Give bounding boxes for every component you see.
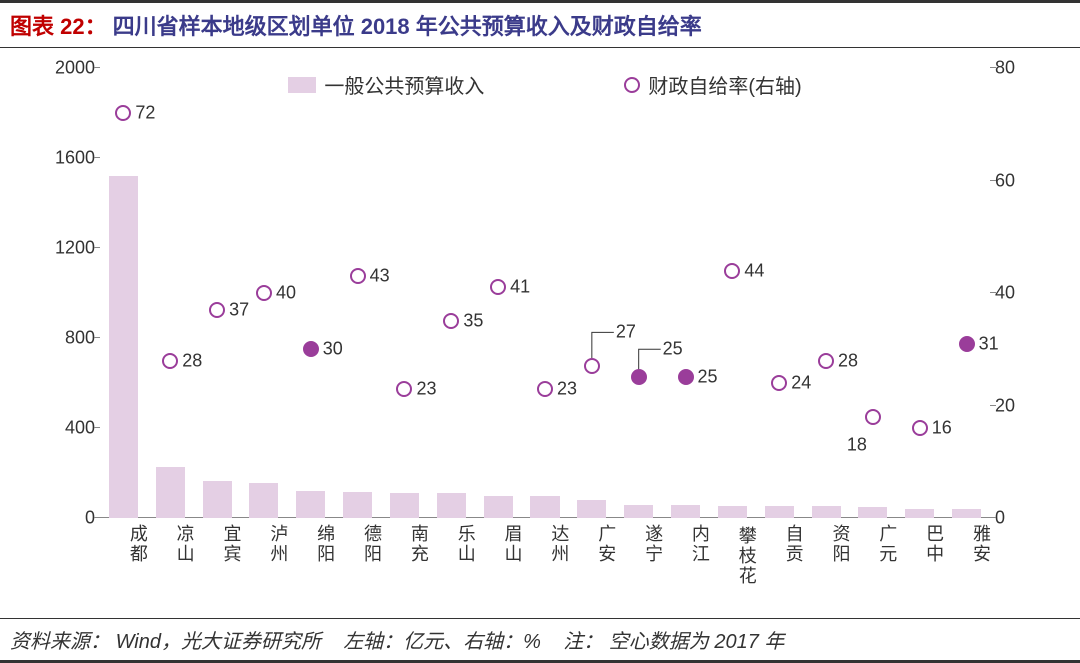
y-tick-right: 80 (995, 58, 1040, 79)
right-axis-note: 右轴：% (463, 631, 541, 653)
x-axis-label: 泸州 (241, 524, 288, 564)
marker-value-label: 18 (847, 434, 867, 455)
y-axis-left: 0400800120016002000 (50, 68, 100, 518)
footnote-text: 空心数据为 2017 年 (609, 631, 785, 653)
marker-value-label: 28 (182, 350, 202, 371)
scatter-marker (724, 263, 740, 279)
marker-value-label: 72 (135, 103, 155, 124)
scatter-marker (771, 375, 787, 391)
plot-area: 一般公共预算收入 财政自给率(右轴) 0400800120016002000 0… (50, 58, 1040, 558)
x-axis-label: 自贡 (756, 524, 803, 564)
chart-title-prefix: 图表 22： (10, 9, 107, 41)
marker-value-label: 25 (663, 339, 683, 360)
scatter-marker (818, 353, 834, 369)
scatter-marker (912, 420, 928, 436)
plot-inner: 成都凉山宜宾泸州绵阳德阳南充乐山眉山达州广安遂宁内江攀枝花自贡资阳广元巴中雅安 … (100, 68, 990, 518)
x-axis-label: 成都 (100, 524, 147, 564)
markers-layer: 72283740304323354123272525442428181631 (100, 68, 990, 518)
y-tick-right: 0 (995, 508, 1040, 529)
marker-value-label: 40 (276, 283, 296, 304)
scatter-marker (959, 336, 975, 352)
x-axis-label: 宜宾 (194, 524, 241, 564)
scatter-marker (537, 381, 553, 397)
scatter-marker (631, 369, 647, 385)
y-tick-left: 400 (50, 418, 95, 439)
marker-value-label: 35 (463, 311, 483, 332)
x-axis-label: 眉山 (475, 524, 522, 564)
x-axis-label: 内江 (662, 524, 709, 564)
x-axis-label: 攀枝花 (709, 526, 756, 586)
left-axis-note: 左轴：亿元、 (343, 631, 463, 653)
marker-value-label: 37 (229, 299, 249, 320)
scatter-marker (584, 358, 600, 374)
x-axis-label: 凉山 (147, 524, 194, 564)
marker-value-label: 43 (370, 266, 390, 287)
y-tick-right: 40 (995, 283, 1040, 304)
scatter-marker (303, 341, 319, 357)
scatter-marker (490, 279, 506, 295)
marker-value-label: 41 (510, 277, 530, 298)
scatter-marker (396, 381, 412, 397)
y-tick-right: 60 (995, 170, 1040, 191)
y-tick-right: 20 (995, 395, 1040, 416)
marker-value-label: 27 (616, 322, 636, 343)
y-tick-left: 2000 (50, 58, 95, 79)
scatter-marker (115, 105, 131, 121)
marker-value-label: 25 (698, 367, 718, 388)
marker-value-label: 23 (416, 378, 436, 399)
x-axis-label: 乐山 (428, 524, 475, 564)
y-tick-left: 1200 (50, 238, 95, 259)
marker-value-label: 30 (323, 339, 343, 360)
x-axis-label: 广安 (568, 524, 615, 564)
x-axis-label: 巴中 (896, 524, 943, 564)
marker-value-label: 44 (744, 260, 764, 281)
x-axis-label: 广元 (849, 524, 896, 564)
scatter-marker (209, 302, 225, 318)
marker-value-label: 28 (838, 350, 858, 371)
scatter-marker (256, 285, 272, 301)
source-text: Wind，光大证券研究所 (116, 631, 321, 653)
marker-value-label: 24 (791, 373, 811, 394)
marker-value-label: 31 (979, 333, 999, 354)
y-tick-left: 1600 (50, 148, 95, 169)
x-axis-label: 遂宁 (615, 524, 662, 564)
marker-value-label: 23 (557, 378, 577, 399)
x-axis-label: 资阳 (803, 524, 850, 564)
chart-title-text: 四川省样本地级区划单位 2018 年公共预算收入及财政自给率 (113, 9, 702, 41)
scatter-marker (678, 369, 694, 385)
scatter-marker (865, 409, 881, 425)
y-axis-right: 020406080 (990, 68, 1040, 518)
x-axis-label: 雅安 (943, 524, 990, 564)
x-axis-label: 南充 (381, 524, 428, 564)
scatter-marker (350, 268, 366, 284)
scatter-marker (443, 313, 459, 329)
x-axis-label: 德阳 (334, 524, 381, 564)
x-axis-label: 绵阳 (287, 524, 334, 564)
source-bar: 资料来源： Wind，光大证券研究所 左轴：亿元、右轴：% 注： 空心数据为 2… (0, 618, 1080, 663)
y-tick-left: 800 (50, 328, 95, 349)
footnote-label: 注： (563, 631, 603, 653)
x-axis-label: 达州 (522, 524, 569, 564)
y-tick-left: 0 (50, 508, 95, 529)
marker-value-label: 16 (932, 418, 952, 439)
scatter-marker (162, 353, 178, 369)
source-label: 资料来源： (10, 631, 110, 653)
chart-title-bar: 图表 22： 四川省样本地级区划单位 2018 年公共预算收入及财政自给率 (0, 0, 1080, 48)
